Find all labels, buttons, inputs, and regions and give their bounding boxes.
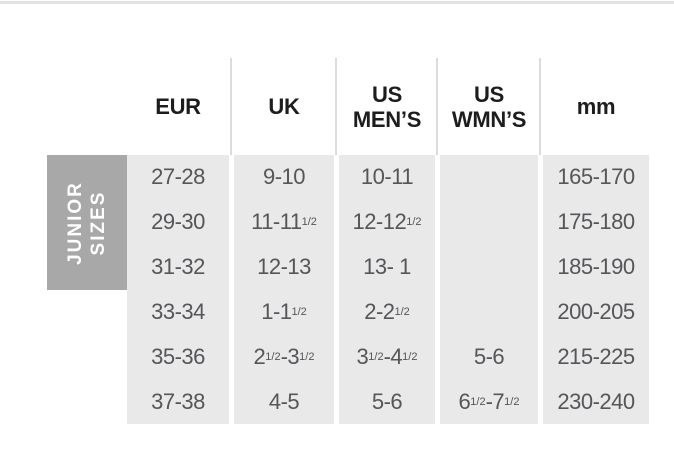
cell-us-mens: 3 1/2 -4 1/2	[339, 334, 435, 380]
cell-us-mens: 2-2 1/2	[339, 289, 435, 335]
header-column-divider	[436, 58, 438, 155]
cell-us-wmns	[440, 289, 538, 335]
column-header-uk: UK	[268, 94, 300, 119]
header-column-divider	[230, 58, 232, 155]
cell-us-wmns: 5-6	[440, 334, 538, 380]
column-header-eur: EUR	[155, 94, 201, 119]
cell-us-mens: 12-12 1/2	[339, 199, 435, 245]
cell-uk: 1-1 1/2	[234, 289, 334, 335]
cell-us-mens: 5-6	[339, 379, 435, 424]
cell-mm: 165-170	[543, 155, 649, 200]
row-group-label-text: JUNIOR SIZES	[65, 180, 109, 265]
cell-us-mens: 13- 1	[339, 244, 435, 290]
cell-mm: 175-180	[543, 199, 649, 245]
top-divider-rule	[0, 1, 674, 4]
cell-us-mens: 10-11	[339, 155, 435, 200]
cell-eur: 35-36	[127, 334, 229, 380]
cell-us-wmns: 6 1/2 -7 1/2	[440, 379, 538, 424]
cell-eur: 29-30	[127, 199, 229, 245]
cell-mm: 215-225	[543, 334, 649, 380]
table-header-row: EUR UK US MEN’S US WMN’S mm	[127, 58, 649, 155]
cell-eur: 31-32	[127, 244, 229, 290]
column-header-us-mens: US MEN’S	[352, 81, 422, 132]
cell-uk: 9-10	[234, 155, 334, 200]
size-conversion-table: EUR UK US MEN’S US WMN’S mm JUNIOR SIZES…	[47, 58, 649, 424]
cell-eur: 37-38	[127, 379, 229, 424]
cell-eur: 27-28	[127, 155, 229, 200]
cell-uk: 2 1/2 -3 1/2	[234, 334, 334, 380]
cell-mm: 200-205	[543, 289, 649, 335]
table-body: 27-28 9-10 10-11 165-170 29-30 11-11 1/2 …	[127, 155, 649, 424]
cell-eur: 33-34	[127, 289, 229, 335]
cell-mm: 185-190	[543, 244, 649, 290]
cell-uk: 11-11 1/2	[234, 199, 334, 245]
column-header-us-wmns: US WMN’S	[451, 81, 527, 132]
cell-us-wmns	[440, 155, 538, 200]
row-group-label-junior-sizes: JUNIOR SIZES	[47, 155, 127, 290]
header-column-divider	[539, 58, 541, 155]
cell-mm: 230-240	[543, 379, 649, 424]
cell-uk: 12-13	[234, 244, 334, 290]
cell-us-wmns	[440, 199, 538, 245]
cell-us-wmns	[440, 244, 538, 290]
header-column-divider	[335, 58, 337, 155]
column-header-mm: mm	[576, 94, 616, 119]
cell-uk: 4-5	[234, 379, 334, 424]
